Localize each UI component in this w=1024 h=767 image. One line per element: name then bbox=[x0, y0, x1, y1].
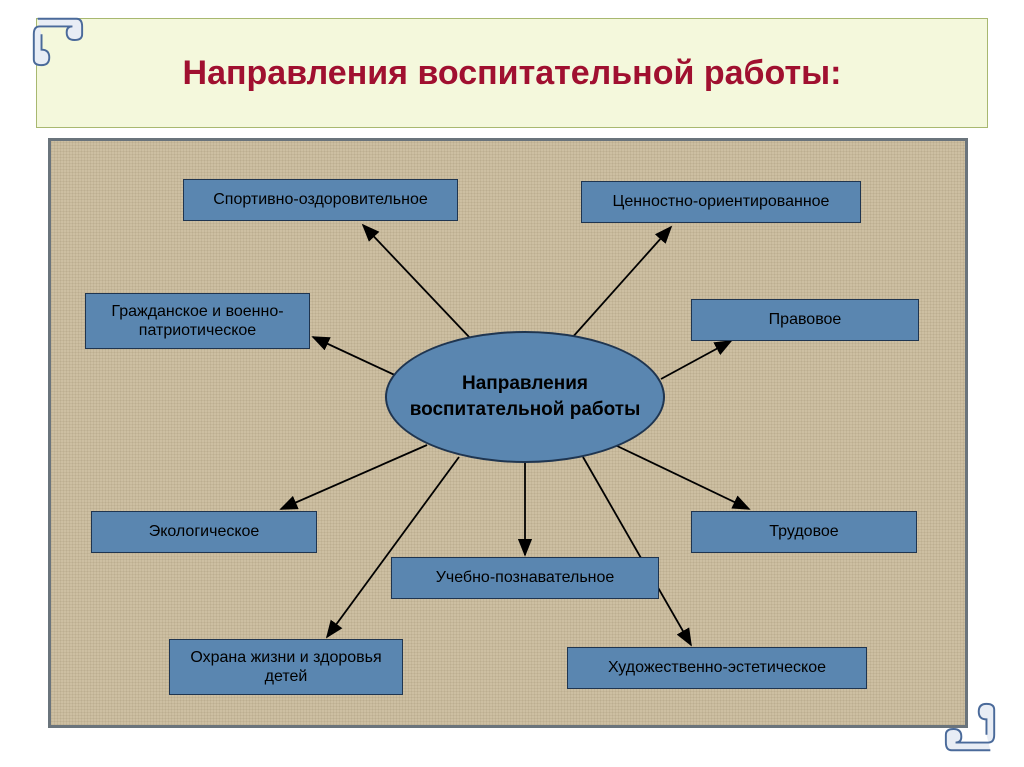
node-label: Правовое bbox=[769, 310, 842, 329]
node-label: Ценностно-ориентированное bbox=[613, 192, 830, 211]
node-n5: Экологическое bbox=[91, 511, 317, 553]
node-n2: Ценностно-ориентированное bbox=[581, 181, 861, 223]
title-banner: Направления воспитательной работы: bbox=[36, 18, 988, 128]
node-n8: Охрана жизни и здоровья детей bbox=[169, 639, 403, 695]
node-n4: Правовое bbox=[691, 299, 919, 341]
node-n7: Учебно-познавательное bbox=[391, 557, 659, 599]
center-node: Направления воспитательной работы bbox=[385, 331, 665, 463]
node-label: Учебно-познавательное bbox=[436, 568, 615, 587]
node-label: Трудовое bbox=[769, 522, 838, 541]
node-label: Художественно-эстетическое bbox=[608, 658, 826, 677]
node-label: Экологическое bbox=[149, 522, 260, 541]
node-n6: Трудовое bbox=[691, 511, 917, 553]
node-n3: Гражданское и военно-патриотическое bbox=[85, 293, 310, 349]
corner-scroll-icon bbox=[942, 699, 1000, 759]
slide: Направления воспитательной работы: Спорт… bbox=[0, 0, 1024, 767]
page-title: Направления воспитательной работы: bbox=[183, 52, 842, 95]
node-label: Гражданское и военно-патриотическое bbox=[94, 302, 301, 340]
node-label: Спортивно-оздоровительное bbox=[213, 190, 427, 209]
corner-scroll-icon bbox=[28, 10, 86, 70]
node-n9: Художественно-эстетическое bbox=[567, 647, 867, 689]
node-label: Охрана жизни и здоровья детей bbox=[178, 648, 394, 686]
diagram-area: Спортивно-оздоровительное Ценностно-ориен… bbox=[48, 138, 968, 728]
node-n1: Спортивно-оздоровительное bbox=[183, 179, 458, 221]
